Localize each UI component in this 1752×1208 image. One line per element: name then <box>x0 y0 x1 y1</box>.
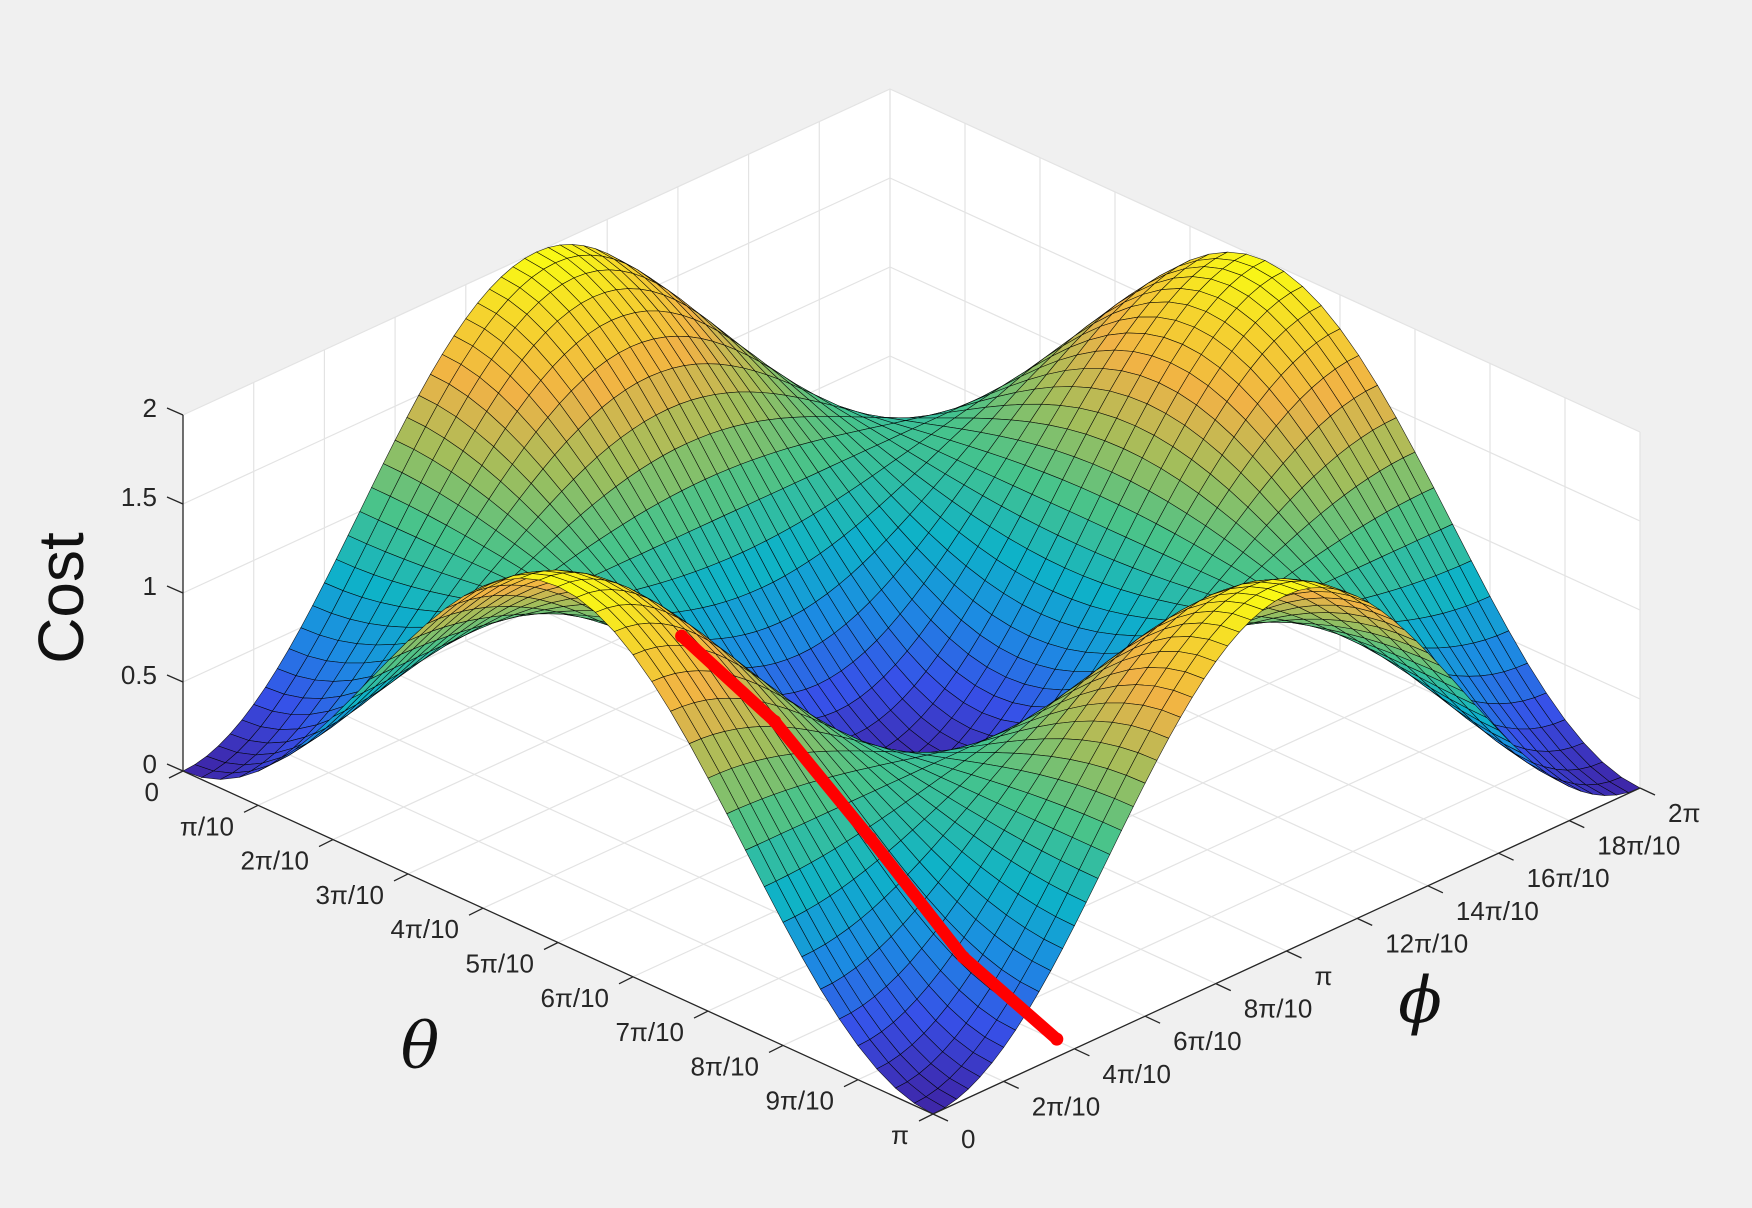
z-tick-label: 0 <box>143 749 157 779</box>
theta-tick <box>243 804 259 813</box>
phi-tick-label: π <box>1315 961 1333 991</box>
theta-tick-label: 2π/10 <box>240 846 309 876</box>
theta-tick <box>168 770 184 779</box>
theta-tick-label: 6π/10 <box>540 983 609 1013</box>
theta-tick <box>843 1079 859 1088</box>
phi-tick <box>1003 1080 1019 1089</box>
phi-tick-label: 12π/10 <box>1385 928 1468 958</box>
phi-tick <box>1144 1015 1161 1024</box>
z-tick <box>166 407 184 416</box>
phi-tick <box>1427 885 1444 894</box>
phi-tick <box>1074 1048 1090 1057</box>
z-tick <box>166 585 184 594</box>
phi-tick <box>1498 852 1514 861</box>
gridline-z <box>182 88 1641 433</box>
z-tick-label: 2 <box>143 393 157 423</box>
y-axis-label: ϕ <box>1398 964 1442 1038</box>
theta-tick <box>693 1010 709 1019</box>
phi-tick-label: 18π/10 <box>1597 831 1680 861</box>
theta-tick-label: 5π/10 <box>465 949 534 979</box>
z-tick-label: 0.5 <box>121 660 157 690</box>
red-path-point <box>768 714 782 728</box>
z-tick <box>166 496 184 505</box>
x-axis-label: θ <box>401 1010 440 1084</box>
theta-tick-label: 0 <box>145 777 159 807</box>
theta-tick-label: 8π/10 <box>690 1051 759 1081</box>
phi-tick-label: 14π/10 <box>1456 896 1539 926</box>
z-tick-label: 1.5 <box>121 482 157 512</box>
phi-tick <box>932 1113 949 1122</box>
theta-tick-label: 9π/10 <box>765 1086 834 1116</box>
z-tick <box>166 674 184 683</box>
phi-tick-label: 6π/10 <box>1173 1026 1242 1056</box>
phi-tick-label: 4π/10 <box>1102 1059 1171 1089</box>
theta-tick-label: 4π/10 <box>390 914 459 944</box>
theta-tick-label: π <box>891 1120 909 1150</box>
theta-tick <box>393 873 409 882</box>
cost-surface <box>182 244 1641 1115</box>
theta-tick <box>318 839 334 848</box>
phi-tick-label: 2π/10 <box>1032 1091 1101 1121</box>
red-path-point <box>1050 1032 1064 1046</box>
phi-tick <box>1215 983 1232 992</box>
phi-tick-label: 8π/10 <box>1244 994 1313 1024</box>
phi-tick-label: 2π <box>1668 798 1700 828</box>
theta-tick <box>543 941 559 951</box>
phi-tick <box>1569 820 1585 829</box>
theta-tick <box>918 1113 934 1122</box>
theta-tick <box>768 1044 784 1053</box>
theta-tick-label: 7π/10 <box>615 1017 684 1047</box>
theta-tick <box>618 976 634 985</box>
phi-tick-label: 16π/10 <box>1527 863 1610 893</box>
surface-patch <box>913 1096 946 1115</box>
theta-tick <box>468 907 484 916</box>
tick-labels: 00.511.520π/102π/103π/104π/105π/106π/107… <box>121 393 1701 1154</box>
theta-tick-label: π/10 <box>180 811 234 841</box>
red-path-point <box>675 629 689 643</box>
red-path-series <box>675 629 1064 1046</box>
phi-tick <box>1356 917 1373 926</box>
red-path-point <box>863 831 877 845</box>
red-path-point <box>956 950 970 964</box>
z-axis-label: Cost <box>25 532 97 664</box>
phi-tick <box>1286 950 1302 959</box>
theta-tick-label: 3π/10 <box>315 880 384 910</box>
phi-tick-label: 0 <box>961 1124 975 1154</box>
z-tick-label: 1 <box>143 571 157 601</box>
z-tick <box>166 763 184 772</box>
phi-tick <box>1639 787 1656 796</box>
